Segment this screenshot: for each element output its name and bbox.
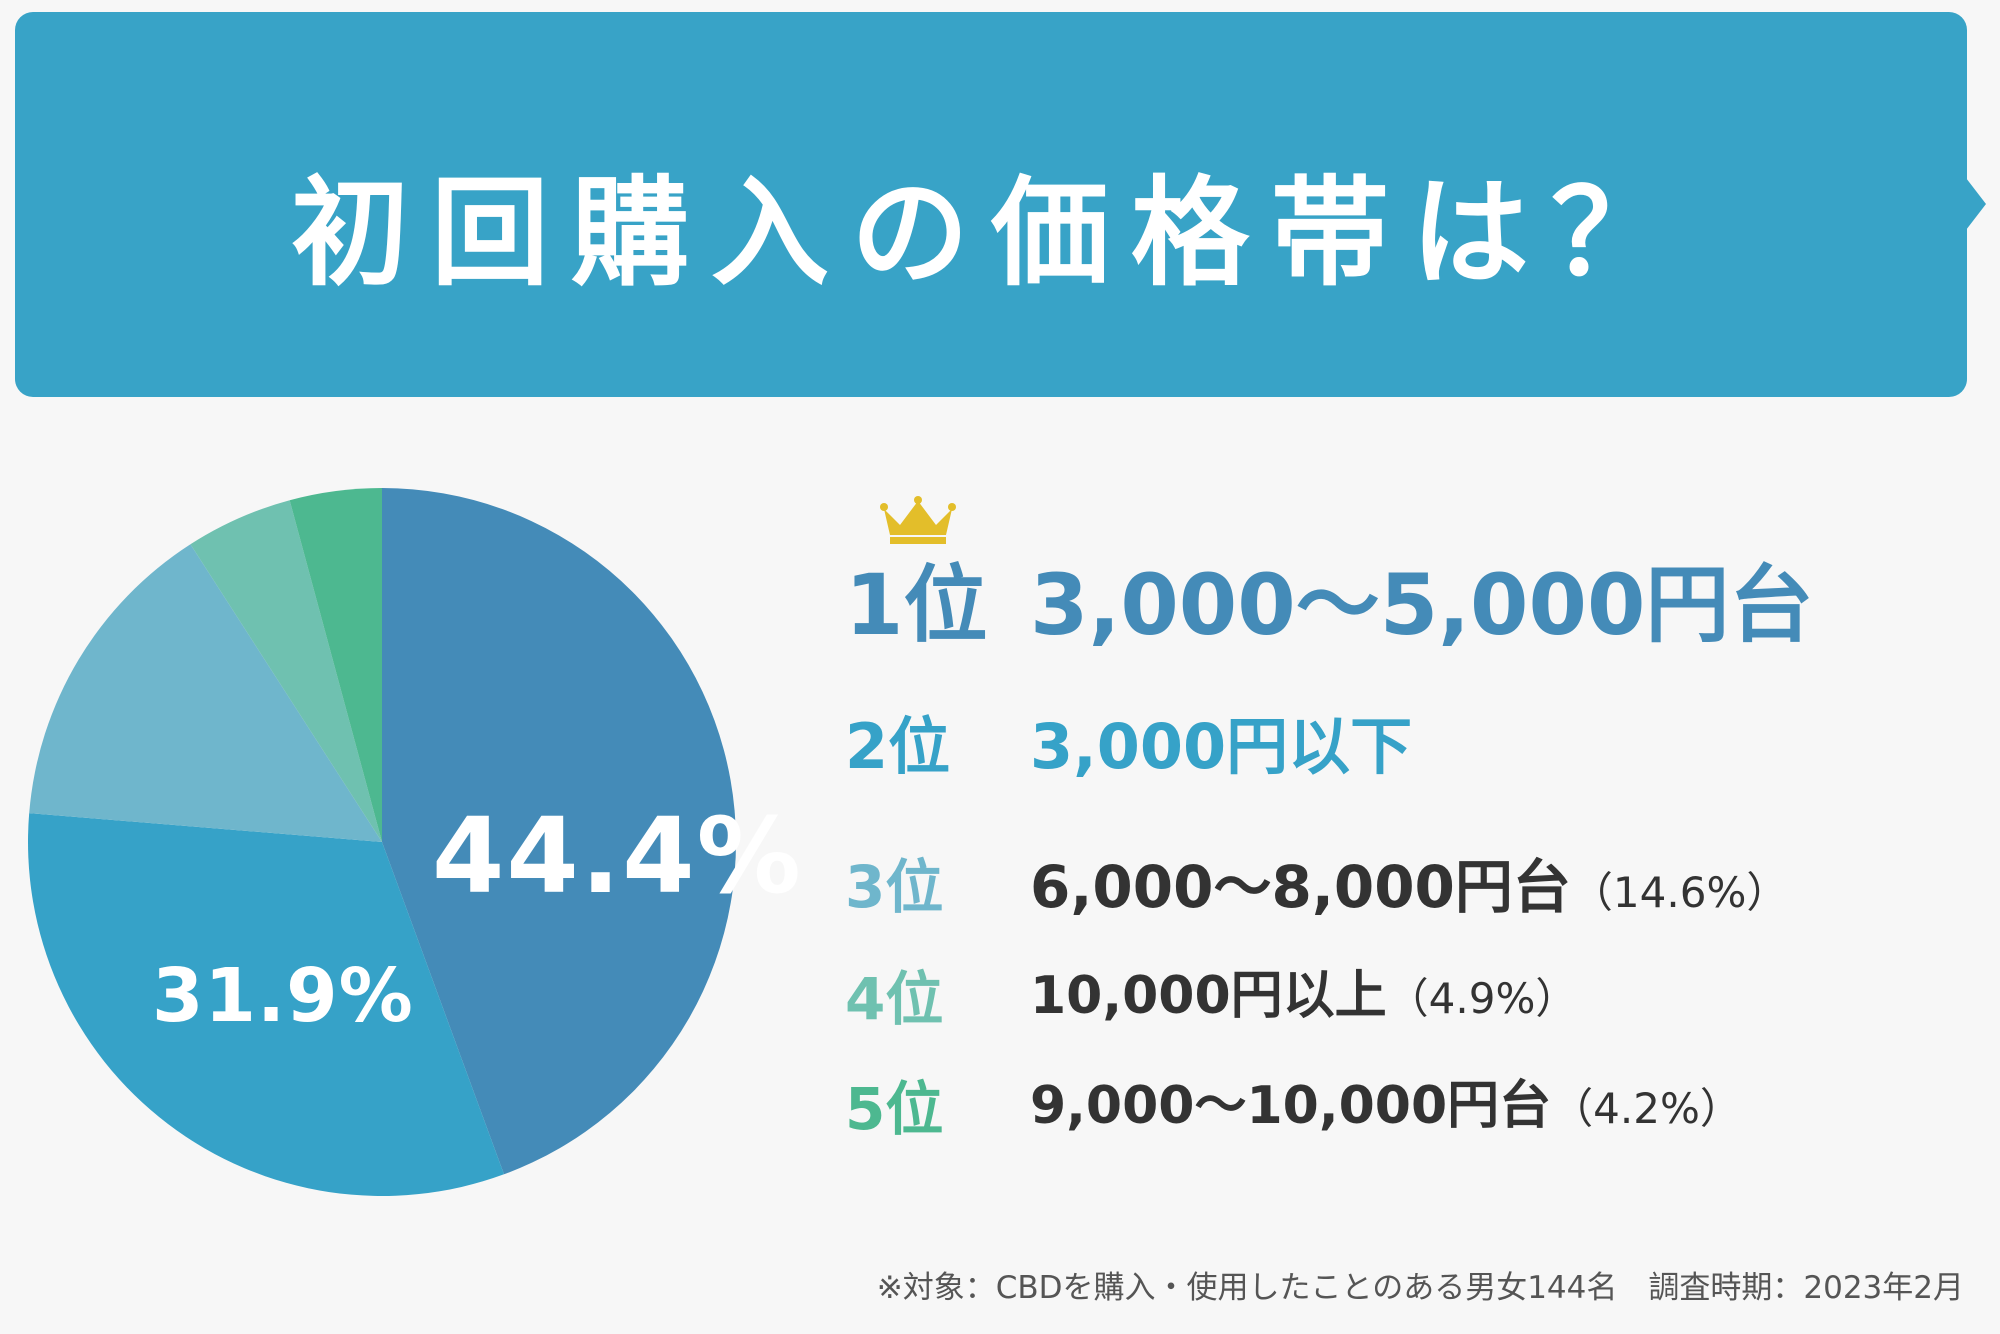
pie-slice-3: [29, 544, 382, 842]
rank-value: 3,000円以下: [1030, 710, 1413, 783]
rank-percent: （4.9%）: [1386, 974, 1578, 1023]
rank-value: 3,000〜5,000円台: [1030, 556, 1814, 654]
banner-notch: [1966, 178, 1986, 230]
footnote: ※対象：CBDを購入・使用したことのある男女144名 調査時期：2023年2月: [876, 1270, 1964, 1306]
rank-label: 3位: [845, 853, 944, 921]
pie-label-first: 44.4%: [432, 795, 803, 917]
pie-slice-5: [289, 488, 382, 842]
pie-slice-4: [190, 500, 382, 842]
rank-label: 4位: [845, 965, 944, 1033]
page-title: 初回購入の価格帯は？: [290, 164, 1691, 302]
pie-slice-1: [382, 488, 736, 1175]
rank-percent: （14.6%）: [1570, 868, 1789, 917]
rank-value-text: 6,000〜8,000円台: [1030, 853, 1571, 921]
rank-value: 9,000〜10,000円台（4.2%）: [1030, 1080, 1742, 1132]
pie-chart: [27, 488, 736, 1196]
rank-label: 2位: [845, 710, 951, 783]
crown-icon: [880, 496, 956, 544]
rank-label: 5位: [845, 1075, 944, 1143]
rank-percent: （4.2%）: [1551, 1084, 1742, 1133]
rank-value-text: 10,000円以上: [1030, 966, 1387, 1026]
rank-label: 1位: [845, 556, 988, 654]
pie-slice-2: [27, 813, 505, 1196]
pie-label-second: 31.9%: [152, 953, 414, 1039]
rank-value: 10,000円以上（4.9%）: [1030, 970, 1577, 1022]
rank-value: 6,000〜8,000円台（14.6%）: [1030, 858, 1788, 916]
title-banner: 初回購入の価格帯は？: [15, 12, 1967, 397]
rank-value-text: 9,000〜10,000円台: [1030, 1076, 1552, 1136]
